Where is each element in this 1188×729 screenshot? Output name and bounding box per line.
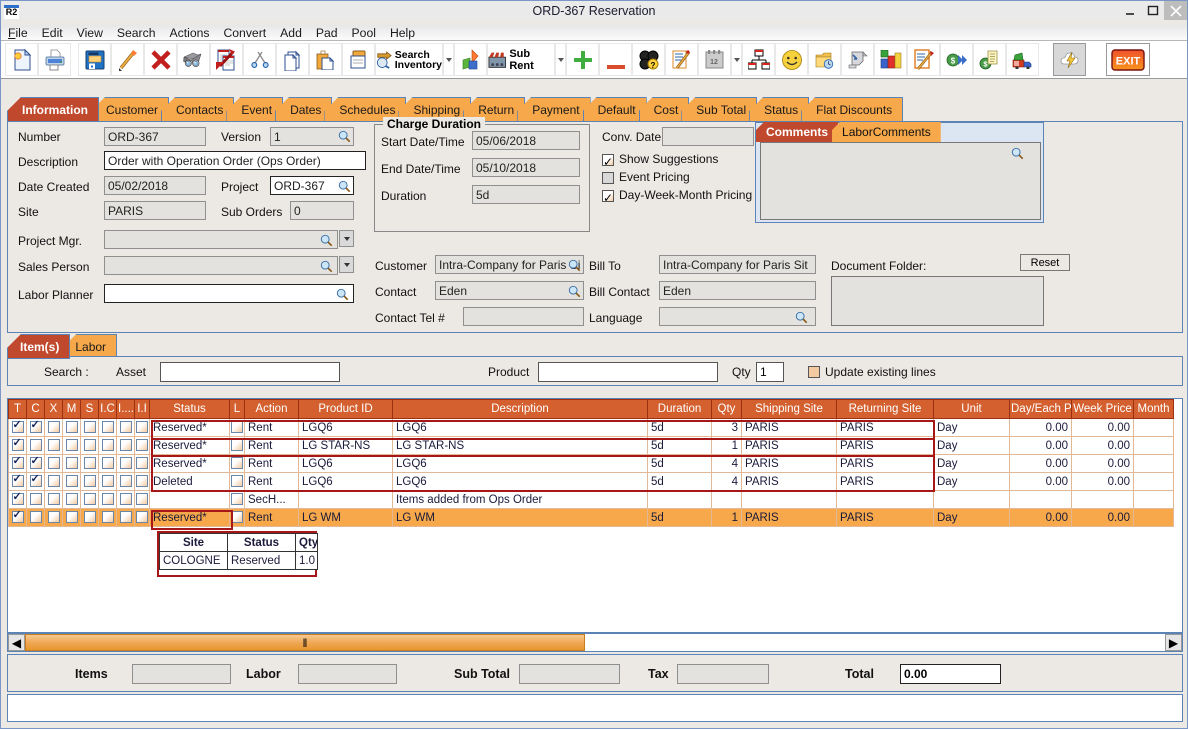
- svg-text:$: $: [950, 56, 955, 65]
- svg-text:EXIT: EXIT: [1116, 55, 1141, 67]
- svg-text:?: ?: [650, 61, 655, 70]
- svg-text:12: 12: [710, 59, 718, 66]
